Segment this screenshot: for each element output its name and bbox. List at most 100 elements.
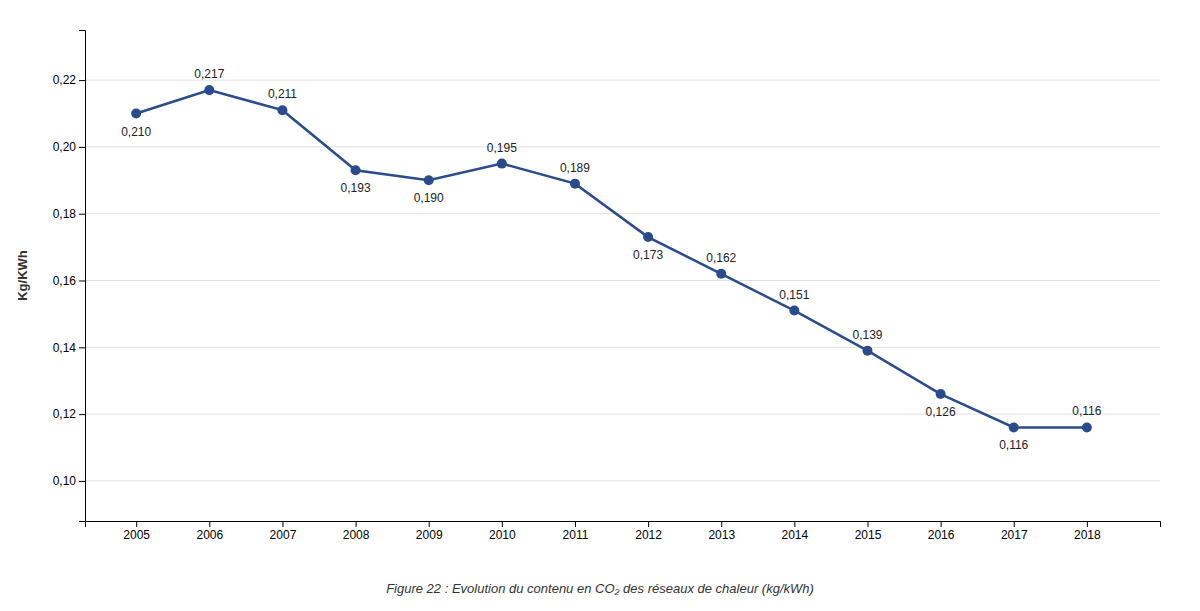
x-tick-mark <box>1087 521 1088 527</box>
x-tick-label: 2011 <box>563 528 589 542</box>
data-label: 0,116 <box>999 438 1028 452</box>
x-tick-mark <box>282 521 283 527</box>
point <box>570 179 580 189</box>
point <box>936 389 946 399</box>
grid-line <box>85 80 1160 81</box>
y-tick-mark <box>79 214 85 215</box>
data-label: 0,139 <box>852 328 882 342</box>
data-label: 0,151 <box>779 288 809 302</box>
y-tick-mark <box>79 80 85 81</box>
x-tick-label: 2012 <box>635 528 662 542</box>
data-label: 0,162 <box>706 251 736 265</box>
y-tick: 0,10 <box>53 474 85 488</box>
y-tick-mark <box>79 147 85 148</box>
x-tick: 2017 <box>1001 521 1028 542</box>
grid-line <box>85 414 1160 415</box>
y-tick-label: 0,22 <box>53 73 77 87</box>
point <box>862 346 872 356</box>
point <box>424 175 434 185</box>
x-tick: 2005 <box>123 521 150 542</box>
y-tick: 0,14 <box>53 341 85 355</box>
y-tick-label: 0,10 <box>53 474 77 488</box>
x-tick: 2007 <box>270 521 297 542</box>
grid-line <box>85 480 1160 481</box>
x-tick-label: 2009 <box>416 528 443 542</box>
y-tick-label: 0,18 <box>53 207 77 221</box>
y-tick-mark <box>79 281 85 282</box>
y-tick: 0,22 <box>53 73 85 87</box>
title: Figure 22 : Evolution du contenu en CO₂ … <box>386 581 814 596</box>
chart: 2005 2006 2007 2008 2009 2010 2011 2012 2013 2014… <box>0 0 1200 611</box>
point <box>204 85 214 95</box>
y-tick-mark <box>79 481 85 482</box>
x-tick: 2012 <box>635 521 662 542</box>
grid-line <box>85 213 1160 214</box>
x-tick: 2014 <box>782 521 809 542</box>
point <box>643 232 653 242</box>
data-labels: 0,2100,2170,2110,1930,1900,1950,1890,173… <box>121 67 1102 452</box>
y-tick: 0,20 <box>53 140 85 154</box>
x-tick-mark <box>209 521 210 527</box>
x-tick: 2006 <box>196 521 223 542</box>
x-tick: 2015 <box>855 521 882 542</box>
x-tick-mark <box>429 521 430 527</box>
x-tick-mark <box>867 521 868 527</box>
grid-line <box>85 146 1160 147</box>
point <box>1082 422 1092 432</box>
x-tick-label: 2008 <box>343 528 370 542</box>
point <box>497 159 507 169</box>
y-tick: 0,18 <box>53 207 85 221</box>
x-tick: 2016 <box>928 521 955 542</box>
x-tick-mark <box>721 521 722 527</box>
x-tick: 2013 <box>708 521 735 542</box>
point <box>1009 422 1019 432</box>
data-label: 0,189 <box>560 161 590 175</box>
y-axis-title: Kg/KWh <box>15 250 30 301</box>
x-tick-label: 2016 <box>928 528 955 542</box>
data-label: 0,210 <box>121 125 151 139</box>
y-tick-label: 0,12 <box>53 407 77 421</box>
x-axis-line <box>86 522 1161 528</box>
x-tick-mark <box>575 521 576 527</box>
y-axis-line <box>79 31 86 522</box>
y-tick-label: 0,20 <box>53 140 77 154</box>
plot-area <box>131 85 1092 432</box>
x-tick-label: 2007 <box>270 528 297 542</box>
grid <box>85 80 1160 481</box>
grid-line <box>85 347 1160 348</box>
x-tick: 2010 <box>489 521 516 542</box>
x-tick-mark <box>1014 521 1015 527</box>
x-tick-mark <box>502 521 503 527</box>
point <box>131 109 141 119</box>
x-tick-mark <box>136 521 137 527</box>
grid-line <box>85 280 1160 281</box>
x-tick: 2011 <box>563 521 589 542</box>
x-tick-mark <box>356 521 357 527</box>
line <box>136 90 1087 427</box>
x-tick-label: 2013 <box>708 528 735 542</box>
data-label: 0,193 <box>341 181 371 195</box>
x-tick-mark <box>794 521 795 527</box>
x-tick-label: 2015 <box>855 528 882 542</box>
y-tick-mark <box>79 414 85 415</box>
data-label: 0,126 <box>926 405 956 419</box>
x-tick: 2018 <box>1074 521 1101 542</box>
data-label: 0,190 <box>414 191 444 205</box>
data-label: 0,173 <box>633 248 663 262</box>
point <box>789 306 799 316</box>
x-tick-mark <box>648 521 649 527</box>
y-tick-label: 0,16 <box>53 274 77 288</box>
data-label: 0,116 <box>1072 404 1101 418</box>
y-tick: 0,16 <box>53 274 85 288</box>
x-tick-label: 2006 <box>196 528 223 542</box>
x-tick-mark <box>941 521 942 527</box>
y-tick-mark <box>79 347 85 348</box>
y-tick-label: 0,14 <box>53 341 77 355</box>
x-tick-label: 2010 <box>489 528 516 542</box>
x-tick: 2008 <box>343 521 370 542</box>
point <box>716 269 726 279</box>
data-label: 0,211 <box>268 87 297 101</box>
x-axis: 2005 2006 2007 2008 2009 2010 2011 2012 2013 2014… <box>86 521 1161 542</box>
x-tick-label: 2018 <box>1074 528 1101 542</box>
x-tick-label: 2005 <box>123 528 150 542</box>
